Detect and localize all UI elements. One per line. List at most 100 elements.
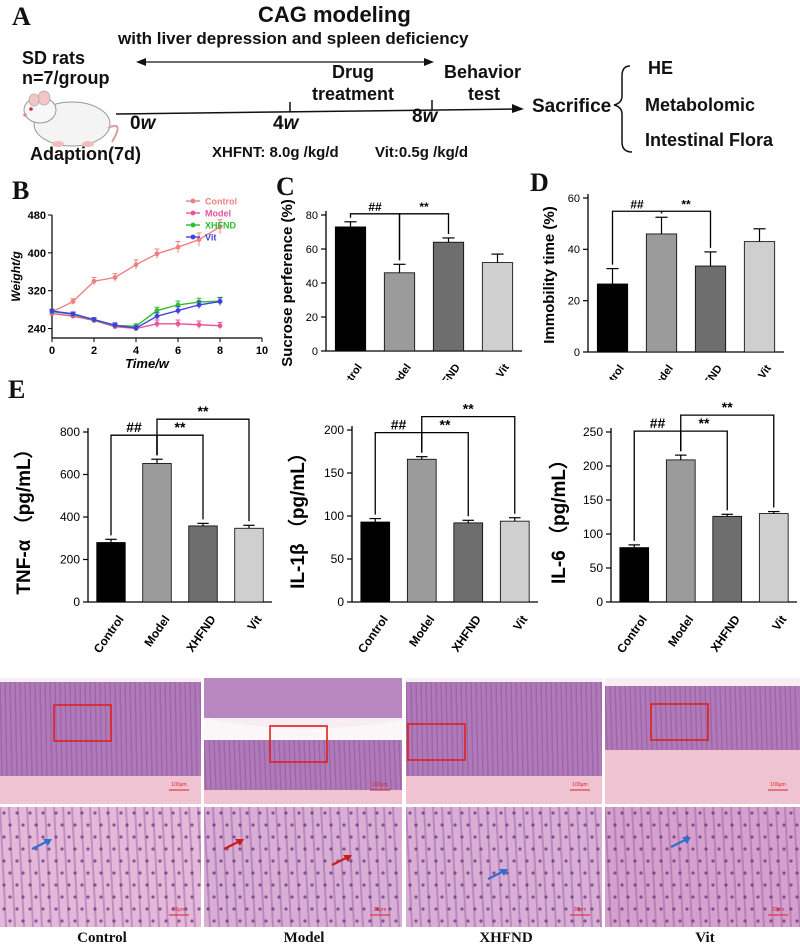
gland-stroke	[560, 681, 564, 777]
nucleus	[232, 835, 236, 839]
gland-stroke	[8, 807, 16, 927]
nucleus	[355, 919, 359, 923]
panel-b-label: B	[12, 176, 30, 205]
nucleus	[245, 883, 249, 887]
nucleus	[119, 811, 123, 815]
gland-stroke	[184, 681, 188, 777]
gland-stroke	[739, 685, 743, 751]
nucleus	[633, 883, 637, 887]
nucleus	[258, 811, 262, 815]
nucleus	[368, 871, 372, 875]
nucleus	[672, 859, 676, 863]
nucleus	[659, 883, 663, 887]
nucleus	[336, 835, 340, 839]
il1b-bar-chart: 0 50 100 150 200 Control Model XHFND Vit IL-1β （p…	[286, 401, 538, 656]
bar-model	[406, 458, 437, 603]
x-tick-label: 4	[133, 345, 140, 357]
y-tick-label: 0	[574, 347, 580, 359]
nucleus	[427, 871, 431, 875]
y-tick-label: 250	[583, 425, 603, 439]
histology-high-xhfnd: 20μm	[406, 807, 602, 927]
nucleus	[473, 835, 477, 839]
nucleus	[112, 871, 116, 875]
scale-bar-label: 100μm	[572, 782, 587, 788]
nucleus	[505, 871, 509, 875]
nucleus	[672, 883, 676, 887]
nucleus	[613, 871, 617, 875]
nucleus	[613, 847, 617, 851]
gland-stroke	[19, 681, 23, 777]
category-label: Vit	[769, 613, 789, 633]
nucleus	[711, 835, 715, 839]
gland-stroke	[124, 681, 128, 777]
nucleus	[145, 811, 149, 815]
data-point	[175, 302, 181, 308]
significance-bracket	[421, 416, 516, 514]
gland-stroke	[0, 681, 3, 777]
nucleus	[460, 907, 464, 911]
nucleus	[271, 811, 275, 815]
nucleus	[711, 907, 715, 911]
gland-stroke	[730, 807, 738, 927]
histology-high-vit: 20μm	[605, 807, 800, 927]
gland-stroke	[26, 807, 34, 927]
nucleus	[93, 859, 97, 863]
gland-stroke	[53, 807, 61, 927]
nucleus	[538, 835, 542, 839]
significance-label: **	[463, 401, 474, 417]
nucleus	[336, 907, 340, 911]
nucleus	[264, 919, 268, 923]
data-point	[196, 302, 202, 308]
nucleus	[184, 883, 188, 887]
nucleus	[583, 895, 587, 899]
gland-stroke	[567, 807, 575, 927]
gland-stroke	[614, 685, 618, 751]
gland-stroke	[34, 681, 38, 777]
series-line-xhfnd	[51, 300, 221, 327]
significance-label: ##	[630, 197, 644, 211]
gland-stroke	[104, 681, 108, 777]
gland-stroke	[522, 807, 530, 927]
data-point	[154, 313, 160, 319]
blue-arrowhead-icon	[682, 837, 691, 844]
dose-xhfnt: XHFNT: 8.0g /kg/d	[212, 144, 339, 161]
gland-stroke	[495, 807, 503, 927]
nucleus	[473, 907, 477, 911]
nucleus	[93, 907, 97, 911]
data-point	[133, 262, 139, 268]
nucleus	[795, 919, 799, 923]
nucleus	[303, 847, 307, 851]
nucleus	[447, 811, 451, 815]
gland-stroke	[374, 807, 382, 927]
y-tick-label: 200	[583, 459, 603, 473]
nucleus	[620, 859, 624, 863]
nucleus	[646, 883, 650, 887]
nucleus	[743, 871, 747, 875]
nucleus	[21, 895, 25, 899]
gland-stroke	[450, 807, 458, 927]
nucleus	[164, 871, 168, 875]
gland-stroke	[585, 681, 589, 777]
nucleus	[225, 919, 229, 923]
nucleus	[756, 919, 760, 923]
nucleus	[119, 907, 123, 911]
nucleus	[34, 823, 38, 827]
gland-stroke	[263, 739, 267, 791]
nucleus	[297, 859, 301, 863]
y-axis-label: Sucrose perference (%)	[279, 199, 296, 367]
y-axis-label: TNF-α （pg/mL）	[12, 439, 35, 594]
gland-stroke	[4, 681, 8, 777]
nucleus	[717, 871, 721, 875]
nucleus	[368, 847, 372, 851]
nucleus	[80, 883, 84, 887]
gland-stroke	[179, 807, 187, 927]
nucleus	[486, 835, 490, 839]
nucleus	[750, 907, 754, 911]
nucleus	[132, 907, 136, 911]
gland-stroke	[784, 807, 792, 927]
nucleus	[724, 859, 728, 863]
nucleus	[434, 835, 438, 839]
tissue-background	[605, 807, 800, 927]
nucleus	[2, 811, 6, 815]
nucleus	[206, 907, 210, 911]
